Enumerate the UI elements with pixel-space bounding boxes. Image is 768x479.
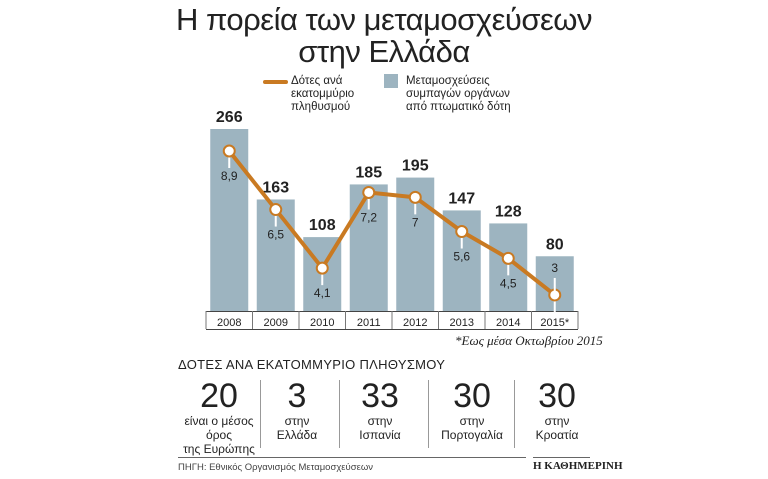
stat-label: είναι ο μέσος bbox=[184, 414, 254, 428]
source-credit: ΠΗΓΗ: Εθνικός Οργανισμός Μεταμοσχεύσεων bbox=[178, 462, 374, 473]
divider bbox=[339, 380, 340, 448]
bar-value-label: 185 bbox=[355, 164, 382, 181]
stat-label: Ισπανία bbox=[359, 428, 401, 442]
x-tick-label: 2012 bbox=[403, 317, 427, 329]
x-tick-label: 2010 bbox=[310, 317, 334, 329]
line-point bbox=[222, 144, 236, 158]
stat-portugal: 30 στην Πορτογαλία bbox=[432, 378, 512, 442]
legend-line-label: Δότες ανά εκατομμύριο πληθυσμού bbox=[291, 75, 354, 114]
legend-bar-label-1: Μεταμοσχεύσεις bbox=[406, 75, 490, 87]
line-value-label: 7,2 bbox=[360, 210, 377, 224]
brand-rule bbox=[533, 457, 590, 458]
stat-label: όρος bbox=[206, 428, 232, 442]
stat-value: 33 bbox=[361, 377, 399, 415]
bar-value-label: 147 bbox=[448, 190, 475, 207]
divider bbox=[260, 380, 261, 448]
stat-label: στην bbox=[544, 414, 570, 428]
source-rule bbox=[178, 457, 526, 458]
bar-value-label: 195 bbox=[402, 158, 429, 175]
bar-value-label: 108 bbox=[309, 217, 336, 234]
line-point bbox=[269, 203, 283, 217]
x-tick-label: 2008 bbox=[217, 317, 241, 329]
line-point bbox=[315, 261, 329, 275]
legend-bar-label-2: συμπαγών οργάνων bbox=[406, 88, 510, 100]
line-value-label: 7 bbox=[412, 215, 419, 229]
bar-value-label: 128 bbox=[495, 203, 522, 220]
bar-value-label: 80 bbox=[546, 236, 564, 253]
stats-heading: ΔΟΤΕΣ ΑΝΑ ΕΚΑΤΟΜΜΥΡΙΟ ΠΛΗΘΥΣΜΟΥ bbox=[178, 357, 446, 372]
line-value-label: 4,5 bbox=[500, 276, 517, 290]
line-point bbox=[362, 185, 376, 199]
brand-logo: Η ΚΑΘΗΜΕΡΙΝΗ bbox=[533, 460, 623, 472]
x-tick-label: 2009 bbox=[264, 317, 288, 329]
chart-title-line1: Η πορεία των μεταμοσχεύσεων bbox=[175, 2, 593, 37]
stat-greece: 3 στην Ελλάδα bbox=[268, 378, 326, 442]
divider bbox=[514, 380, 515, 448]
line-value-label: 8,9 bbox=[221, 169, 238, 183]
stat-europe: 20 είναι ο μέσος όρος της Ευρώπης bbox=[183, 378, 255, 456]
line-point bbox=[501, 251, 515, 265]
stat-label: στην bbox=[459, 414, 485, 428]
line-series bbox=[227, 149, 557, 297]
line-value-label: 6,5 bbox=[267, 228, 284, 242]
stat-label: στην bbox=[367, 414, 393, 428]
stat-label: Ελλάδα bbox=[276, 428, 318, 442]
stat-label: Κροατία bbox=[535, 428, 579, 442]
legend-bar-swatch bbox=[384, 74, 398, 88]
legend-bar-label: Μεταμοσχεύσεις συμπαγών οργάνων από πτωμ… bbox=[406, 75, 511, 114]
stat-spain: 33 στην Ισπανία bbox=[345, 378, 415, 442]
stat-value: 30 bbox=[453, 377, 491, 415]
stat-label: στην bbox=[284, 414, 310, 428]
legend-line-label-2: εκατομμύριο bbox=[291, 88, 355, 100]
legend-line-label-3: πληθυσμού bbox=[291, 101, 351, 113]
stat-croatia: 30 στην Κροατία bbox=[524, 378, 590, 442]
legend-bar-label-3: από πτωματικό δότη bbox=[406, 101, 511, 113]
stat-label: της Ευρώπης bbox=[183, 442, 255, 456]
line-value-label: 5,6 bbox=[453, 250, 470, 264]
bar-value-label: 266 bbox=[216, 109, 243, 126]
chart-title-line2: στην Ελλάδα bbox=[298, 34, 470, 69]
x-tick-label: 2013 bbox=[450, 317, 474, 329]
line-value-label: 4,1 bbox=[314, 286, 331, 300]
stat-value: 3 bbox=[287, 377, 307, 415]
line-value-label: 3 bbox=[551, 261, 558, 275]
x-tick-label: 2011 bbox=[357, 317, 381, 329]
x-tick-label: 2015* bbox=[540, 317, 569, 329]
bar-value-label: 163 bbox=[262, 179, 289, 196]
divider bbox=[428, 380, 429, 448]
line-point bbox=[548, 288, 562, 302]
stat-value: 30 bbox=[538, 377, 576, 415]
stat-label: Πορτογαλία bbox=[441, 428, 503, 442]
stat-value: 20 bbox=[200, 377, 238, 415]
footnote: *Εως μέσα Οκτωβρίου 2015 bbox=[455, 333, 603, 348]
line-point bbox=[455, 225, 469, 239]
x-tick-label: 2014 bbox=[496, 317, 520, 329]
legend-line-label-1: Δότες ανά bbox=[291, 75, 343, 87]
line-point bbox=[408, 190, 422, 204]
